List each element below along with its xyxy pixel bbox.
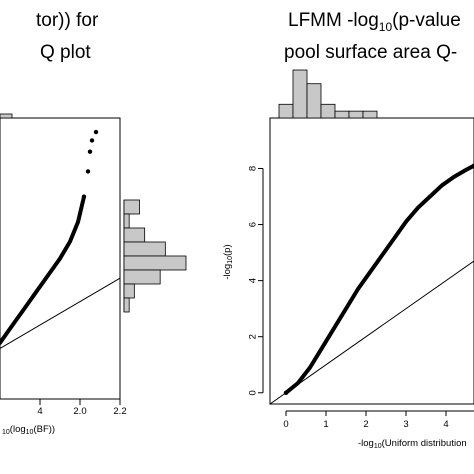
left-side-hist-bar-6 [123, 283, 135, 299]
right-x-axis-label: -log10(Uniform distribution [358, 438, 467, 450]
left-xlabel-pre: 10 [2, 429, 10, 436]
right-x-tick-label-1: 1 [323, 419, 328, 430]
left-side-hist-bar-3 [123, 241, 166, 257]
left-top-hist-bar-0 [0, 113, 13, 119]
left-x-tick-label-0: 4 [37, 406, 42, 417]
left-qq-points [81, 129, 99, 199]
right-y-axis: 0 2 4 6 8 [248, 166, 264, 395]
left-side-hist-bar-5 [123, 269, 161, 285]
right-x-tick-label-2: 2 [363, 419, 368, 430]
right-title-post: (p-value [392, 10, 461, 31]
right-top-hist-bar-5 [348, 110, 364, 119]
right-ylabel-post: (p) [222, 244, 233, 256]
right-point-0 [283, 390, 289, 395]
right-y-tick-label-2: 4 [248, 278, 259, 283]
right-title-pre: LFMM -log [288, 10, 379, 31]
right-title-line2: pool surface area Q- [284, 42, 457, 63]
right-top-hist-bar-6 [362, 110, 378, 119]
right-x-tick-label-0: 0 [283, 419, 288, 430]
right-reference-line [269, 260, 474, 405]
right-top-hist-bar-3 [320, 103, 336, 119]
right-top-hist-bar-0 [278, 103, 294, 119]
left-x-axis: 4 2.0 2.2 [37, 399, 127, 417]
left-xlabel-post: (log [10, 424, 26, 435]
left-side-hist-bar-1 [123, 213, 130, 229]
right-x-axis: 0 1 2 3 4 [283, 410, 474, 430]
left-reference-line [0, 277, 121, 349]
right-xlabel-sub: 10 [374, 443, 382, 450]
left-title-line1: tor)) for [36, 10, 99, 31]
left-x-tick-label-2: 2.2 [113, 406, 126, 417]
right-xlabel-post: (Uniform distribution [382, 438, 467, 449]
left-side-hist-bar-0 [123, 199, 140, 215]
left-side-hist-bar-2 [123, 227, 146, 243]
right-top-hist-bar-4 [334, 110, 350, 119]
left-point-0 [81, 194, 87, 199]
right-top-hist-bar-2 [306, 83, 322, 119]
right-ylabel-sub: 10 [227, 256, 234, 264]
left-point-2 [87, 149, 93, 154]
right-title-line1: LFMM -log10(p-value [288, 10, 461, 34]
right-point-1 [471, 163, 474, 168]
right-x-tick-label-3: 3 [403, 419, 408, 430]
right-ylabel-pre: -log [222, 264, 233, 280]
left-x-axis-label: 10(log10(BF)) [2, 424, 55, 436]
left-plot-frame [0, 117, 121, 400]
left-point-3 [89, 138, 95, 143]
left-side-hist-bar-4 [123, 255, 187, 271]
left-point-1 [85, 169, 91, 174]
left-xlabel-sub: 10 [26, 429, 34, 436]
left-side-hist-bar-7 [123, 297, 130, 313]
right-y-axis-label: -log10(p) [222, 244, 234, 279]
right-top-hist-bar-1 [292, 69, 308, 119]
right-xlabel-pre: -log [358, 438, 374, 449]
left-side-histogram [123, 199, 187, 313]
right-y-tick-label-0: 0 [248, 390, 259, 395]
right-x-tick-label-4: 4 [443, 419, 448, 430]
right-plot-frame [269, 117, 474, 405]
right-qq-curve [284, 163, 474, 395]
right-top-histogram [278, 69, 378, 119]
right-title-sub: 10 [379, 20, 393, 34]
right-y-tick-label-4: 8 [248, 166, 259, 171]
right-y-tick-label-3: 6 [248, 222, 259, 227]
left-point-4 [93, 129, 99, 135]
left-title-line2: Q plot [40, 42, 91, 63]
right-y-tick-label-1: 2 [248, 334, 259, 339]
left-panel: 4 2.0 2.2 10(log10(BF)) [0, 113, 187, 436]
left-x-tick-label-1: 2.0 [73, 406, 86, 417]
left-qq-curve [0, 194, 86, 345]
right-qq-points [283, 163, 474, 395]
left-xlabel-end: (BF)) [33, 424, 55, 435]
left-top-histogram [0, 113, 13, 119]
